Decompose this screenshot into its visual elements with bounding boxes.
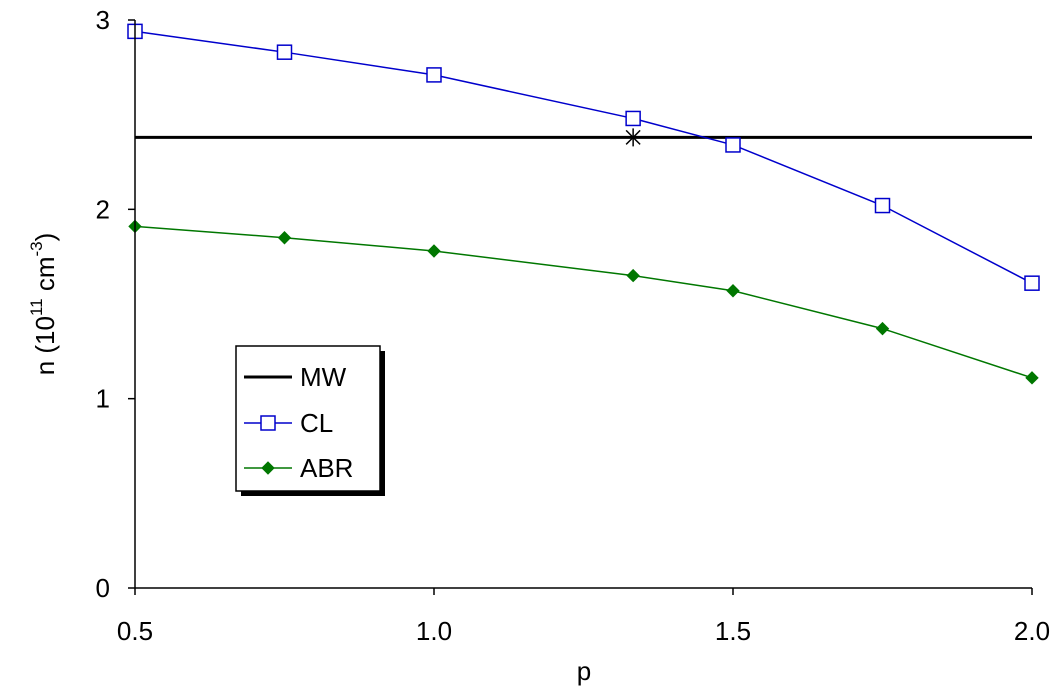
series-abr-point <box>626 268 640 283</box>
series-abr-point <box>427 244 441 258</box>
legend-abr-swatch-marker <box>261 461 275 475</box>
y-axis-title-sup1: 11 <box>27 298 46 316</box>
series-abr-point <box>726 284 740 298</box>
star-stroke <box>625 129 641 145</box>
x-ticks: 0.5 1.0 1.5 2.0 <box>117 588 1050 646</box>
x-tick-label: 1.0 <box>416 616 452 646</box>
legend-cl-label: CL <box>300 408 333 438</box>
legend-abr-label: ABR <box>300 453 353 483</box>
series-cl-point <box>276 44 293 60</box>
legend: MW CL ABR <box>235 345 385 496</box>
y-axis-title-mid: cm <box>30 256 60 298</box>
y-axis-title-base: n (10 <box>30 316 60 375</box>
legend-mw-label: MW <box>300 362 347 392</box>
y-axis-title-end: ) <box>30 233 60 242</box>
legend-box <box>235 345 381 492</box>
legend-items: MW CL ABR <box>244 362 353 483</box>
x-tick-label: 0.5 <box>117 616 153 646</box>
x-tick-label: 2.0 <box>1014 616 1050 646</box>
series-cl-point <box>1024 275 1040 291</box>
y-tick-label: 1 <box>96 384 110 414</box>
series-abr-point <box>875 321 890 336</box>
y-tick-label: 2 <box>96 194 110 224</box>
x-tick-label: 1.5 <box>715 616 751 646</box>
series-cl-point <box>725 137 741 153</box>
series-cl-point <box>426 67 442 83</box>
series-abr-point <box>1025 371 1039 385</box>
y-axis-title: n (1011 cm-3) <box>27 233 60 376</box>
series-cl-point <box>874 197 891 214</box>
y-ticks: 0 1 2 3 <box>96 5 135 603</box>
legend-cl-swatch-marker <box>260 415 276 431</box>
series-cl-point <box>625 110 641 127</box>
star-marker <box>624 128 643 147</box>
x-axis-title: p <box>577 656 591 686</box>
series-abr-point <box>277 231 292 245</box>
y-tick-label: 3 <box>96 5 110 35</box>
y-tick-label: 0 <box>96 573 110 603</box>
y-axis-title-sup2: -3 <box>27 241 46 256</box>
